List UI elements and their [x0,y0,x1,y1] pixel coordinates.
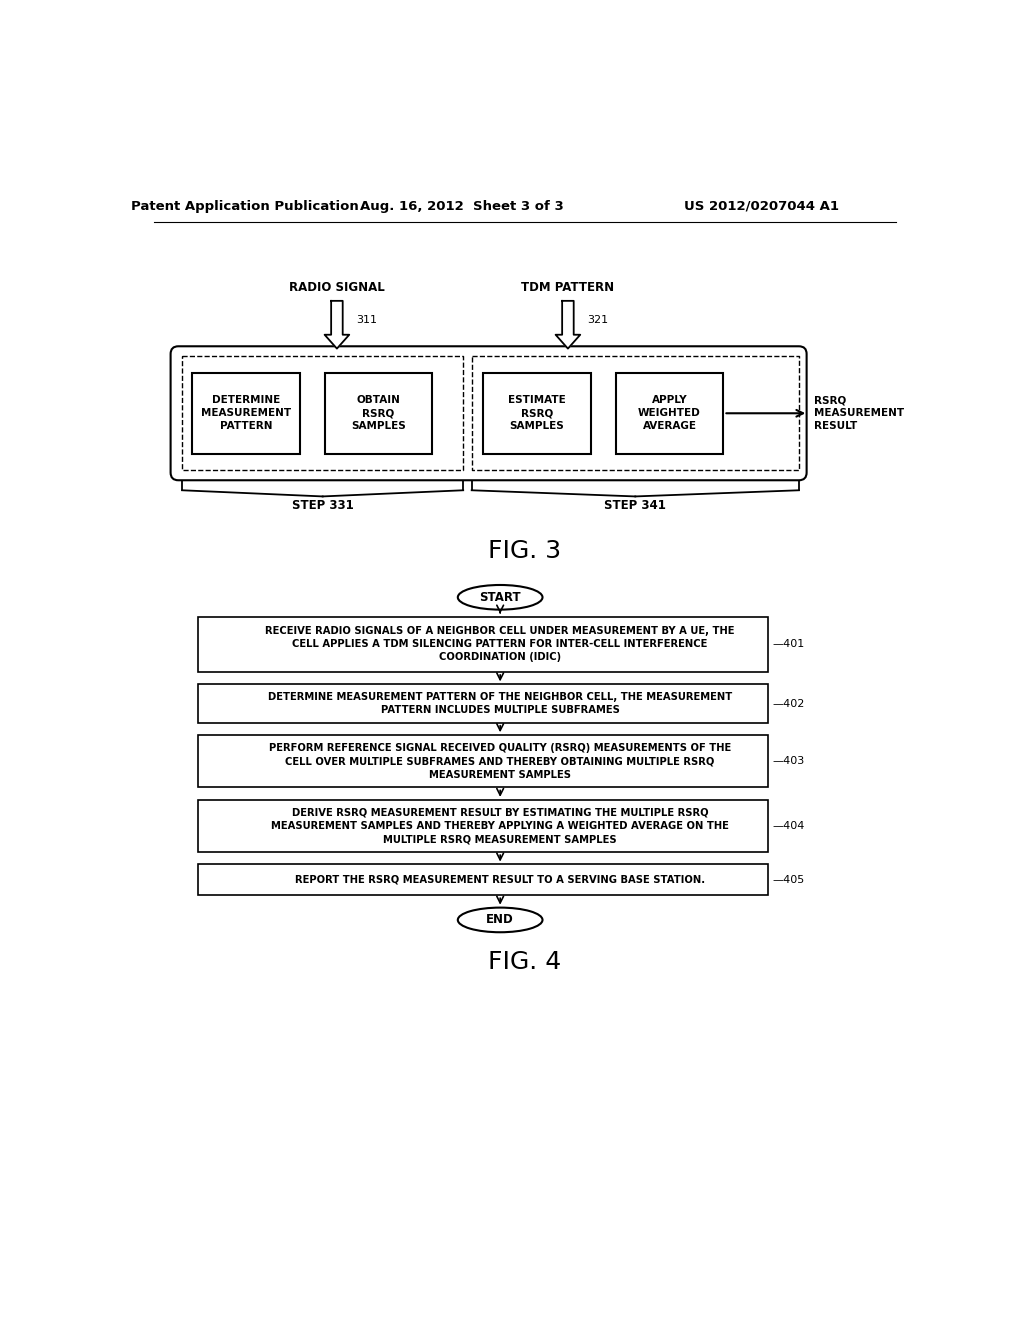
Bar [199,616,768,672]
Bar [615,372,724,454]
Text: —405: —405 [773,875,805,884]
Ellipse shape [458,585,543,610]
Text: STEP 341: STEP 341 [604,499,667,512]
Text: 321: 321 [587,315,608,325]
Text: US 2012/0207044 A1: US 2012/0207044 A1 [684,199,840,213]
Text: PERFORM REFERENCE SIGNAL RECEIVED QUALITY (RSRQ) MEASUREMENTS OF THE
CELL OVER M: PERFORM REFERENCE SIGNAL RECEIVED QUALIT… [269,743,731,780]
Text: END: END [486,913,514,927]
Text: APPLY
WEIGHTED
AVERAGE: APPLY WEIGHTED AVERAGE [638,395,701,432]
Text: START: START [479,591,521,603]
Text: STEP 331: STEP 331 [292,499,353,512]
Text: Aug. 16, 2012  Sheet 3 of 3: Aug. 16, 2012 Sheet 3 of 3 [359,199,563,213]
Bar [483,372,591,454]
Bar [199,800,768,853]
Text: —404: —404 [773,821,805,832]
Text: TDM PATTERN: TDM PATTERN [521,281,614,294]
Text: —401: —401 [773,639,805,649]
Text: 311: 311 [356,315,377,325]
Bar [325,372,432,454]
Text: —402: —402 [773,698,805,709]
Text: RSRQ
MEASUREMENT
RESULT: RSRQ MEASUREMENT RESULT [814,395,904,432]
Text: DETERMINE
MEASUREMENT
PATTERN: DETERMINE MEASUREMENT PATTERN [201,395,291,432]
Text: ESTIMATE
RSRQ
SAMPLES: ESTIMATE RSRQ SAMPLES [508,395,566,432]
Text: FIG. 4: FIG. 4 [488,949,561,974]
Text: —403: —403 [773,756,805,767]
Text: OBTAIN
RSRQ
SAMPLES: OBTAIN RSRQ SAMPLES [351,395,406,432]
Text: RADIO SIGNAL: RADIO SIGNAL [289,281,385,294]
Bar [199,735,768,788]
Text: RECEIVE RADIO SIGNALS OF A NEIGHBOR CELL UNDER MEASUREMENT BY A UE, THE
CELL APP: RECEIVE RADIO SIGNALS OF A NEIGHBOR CELL… [265,626,735,663]
Text: REPORT THE RSRQ MEASUREMENT RESULT TO A SERVING BASE STATION.: REPORT THE RSRQ MEASUREMENT RESULT TO A … [295,875,706,884]
Bar [193,372,300,454]
Text: DETERMINE MEASUREMENT PATTERN OF THE NEIGHBOR CELL, THE MEASUREMENT
PATTERN INCL: DETERMINE MEASUREMENT PATTERN OF THE NEI… [268,692,732,715]
Polygon shape [556,301,581,348]
Bar [199,865,768,895]
Bar [199,684,768,723]
Text: FIG. 3: FIG. 3 [488,539,561,564]
Text: Patent Application Publication: Patent Application Publication [131,199,358,213]
Text: DERIVE RSRQ MEASUREMENT RESULT BY ESTIMATING THE MULTIPLE RSRQ
MEASUREMENT SAMPL: DERIVE RSRQ MEASUREMENT RESULT BY ESTIMA… [271,808,729,845]
Polygon shape [325,301,349,348]
FancyBboxPatch shape [171,346,807,480]
Ellipse shape [458,908,543,932]
